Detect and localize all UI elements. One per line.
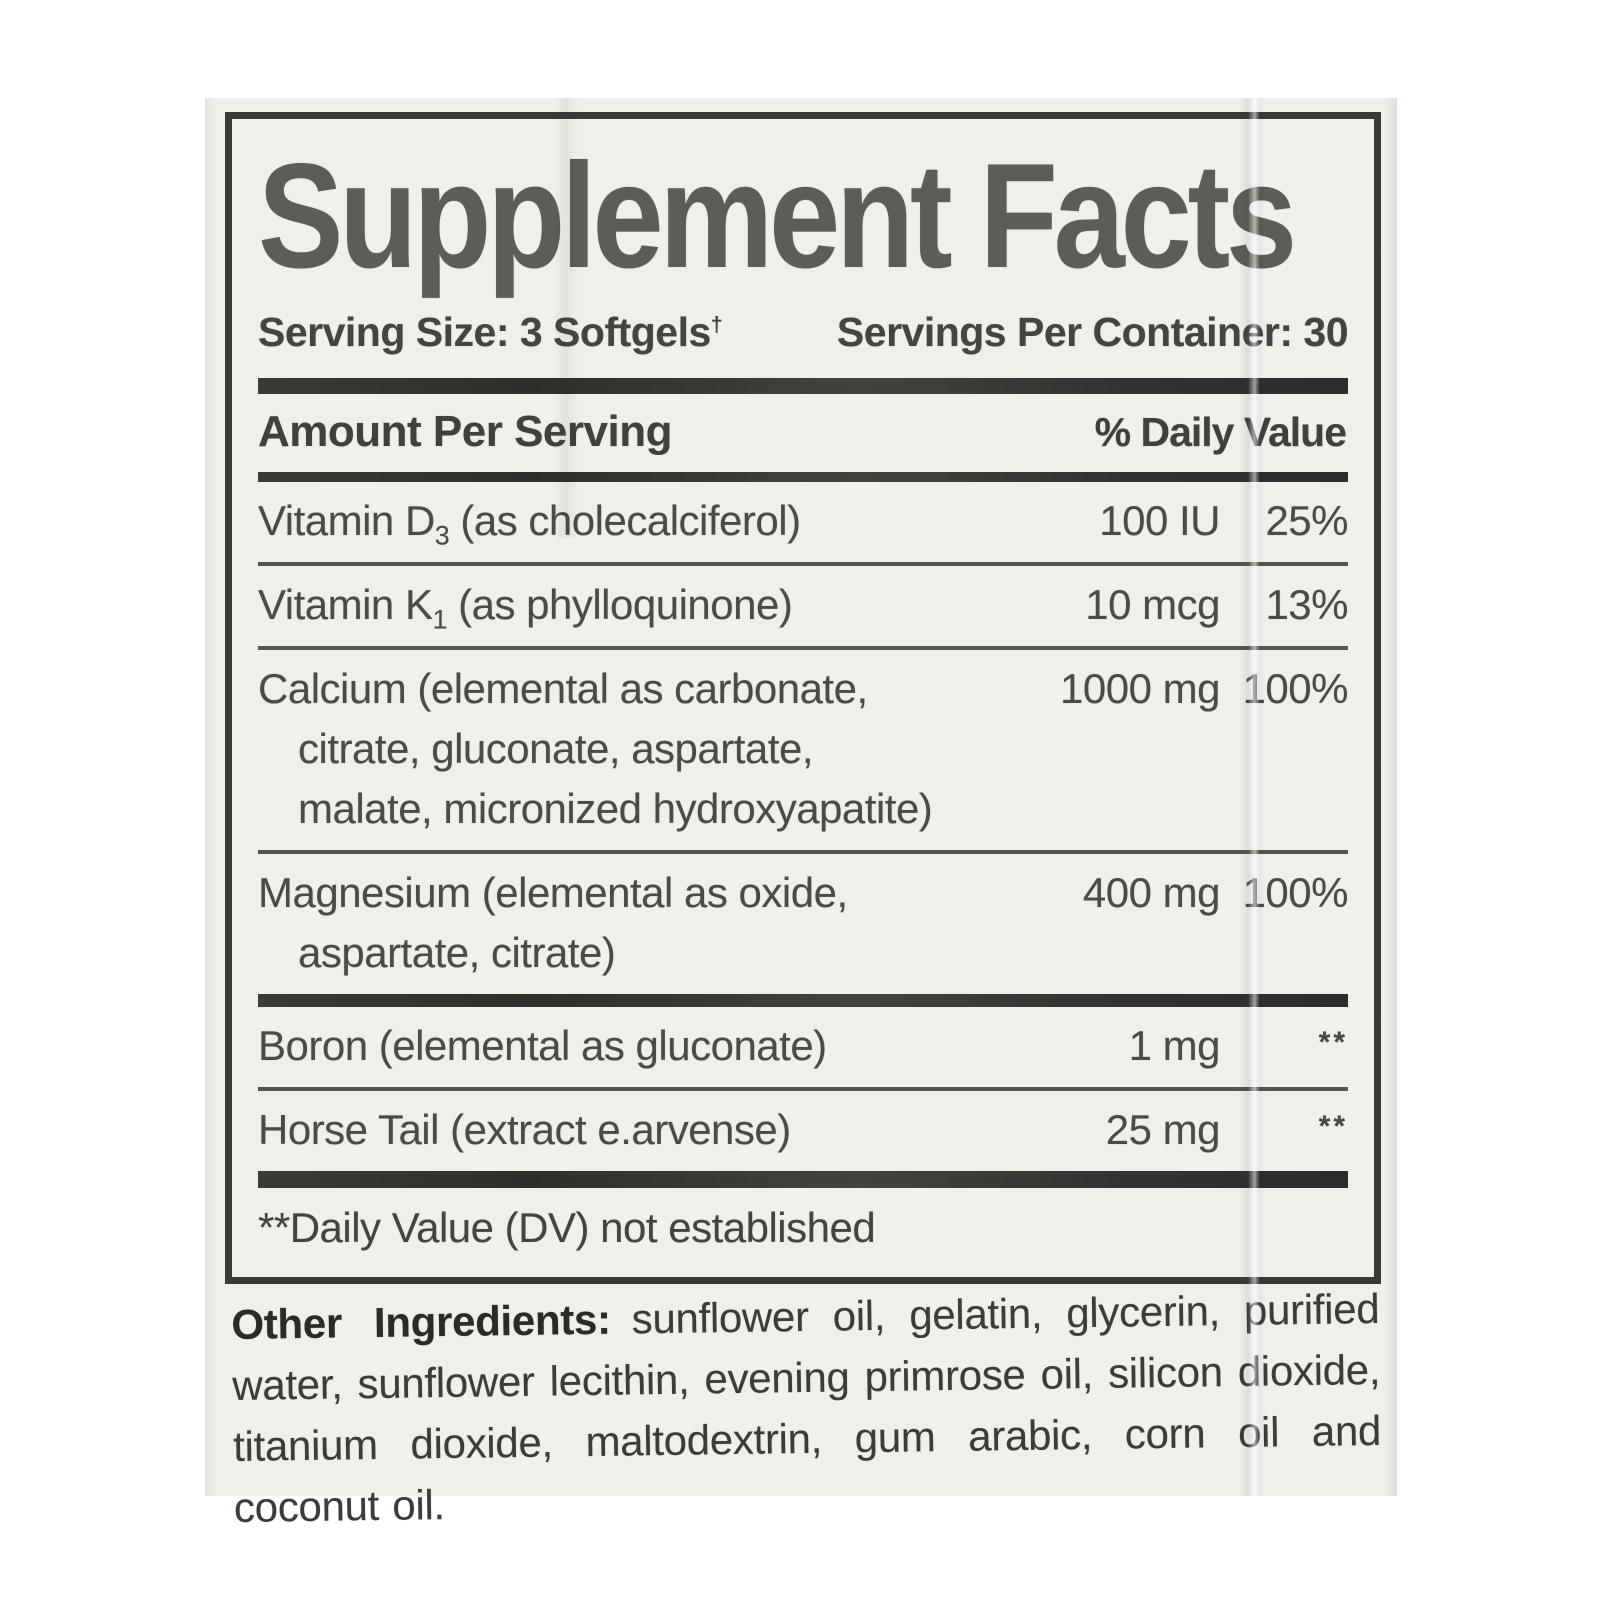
nutrient-amount: 400 mg: [1082, 869, 1221, 916]
nutrient-row-horse-tail: Horse Tail (extract e.arvense) 25 mg **: [258, 1091, 1348, 1171]
nutrient-dv-not-established: **: [1318, 1026, 1348, 1059]
row-separator: [258, 562, 1348, 566]
nutrient-dv: 13%: [1265, 581, 1348, 628]
label-right-edge-shadow: [1383, 98, 1397, 1496]
facts-title: Supplement Facts: [258, 132, 1297, 299]
supplement-label: Supplement Facts Serving Size: 3 Softgel…: [205, 98, 1397, 1531]
nutrient-row-vitamin-d3: Vitamin D3 (as cholecalciferol) 100 IU 2…: [258, 482, 1349, 562]
nutrient-amount: 1000 mg: [1060, 665, 1220, 712]
nutrient-row-vitamin-k1: Vitamin K1 (as phylloquinone) 10 mcg 13%: [258, 566, 1349, 646]
label-left-edge-shadow: [205, 98, 217, 1496]
thick-divider-top: [258, 378, 1348, 394]
nutrient-row-boron: Boron (elemental as gluconate) 1 mg **: [258, 1007, 1348, 1087]
nutrient-dv: 100%: [1242, 665, 1349, 712]
nutrient-row-magnesium: Magnesium (elemental as oxide, aspartate…: [258, 854, 1349, 994]
daily-value-header: % Daily Value: [1094, 409, 1347, 455]
nutrient-row-calcium: Calcium (elemental as carbonate, citrate…: [258, 650, 1349, 850]
supplement-facts-box: Supplement Facts Serving Size: 3 Softgel…: [225, 112, 1381, 1284]
nutrient-amount: 100 IU: [1099, 497, 1220, 544]
row-separator: [258, 1087, 1348, 1091]
other-ingredients-label: Other Ingredients:: [231, 1295, 612, 1348]
daily-value-footnote: **Daily Value (DV) not established: [258, 1204, 876, 1251]
nutrient-dv-not-established: **: [1318, 1110, 1348, 1143]
nutrient-amount: 1 mg: [1128, 1022, 1221, 1069]
row-separator: [258, 646, 1348, 650]
thick-divider-mid: [258, 994, 1348, 1007]
nutrient-name: Boron (elemental as gluconate): [258, 1022, 827, 1069]
nutrient-amount: 25 mg: [1105, 1106, 1221, 1153]
dagger-mark: †: [710, 312, 723, 337]
nutrient-dv: 100%: [1242, 869, 1349, 916]
nutrient-name: Vitamin K1 (as phylloquinone): [258, 581, 793, 635]
serving-size: Serving Size: 3 Softgels†: [258, 309, 723, 355]
nutrient-name: Magnesium (elemental as oxide, aspartate…: [258, 869, 848, 976]
nutrient-dv: 25%: [1265, 497, 1348, 544]
row-separator: [258, 850, 1348, 854]
nutrient-amount: 10 mcg: [1085, 581, 1220, 628]
amount-per-serving-header: Amount Per Serving: [258, 407, 672, 456]
nutrient-name: Calcium (elemental as carbonate, citrate…: [258, 665, 933, 832]
column-header-row: Amount Per Serving % Daily Value: [258, 394, 1348, 472]
serving-info-row: Serving Size: 3 Softgels† Servings Per C…: [258, 309, 1349, 356]
nutrient-name: Horse Tail (extract e.arvense): [258, 1106, 791, 1153]
servings-per-container: Servings Per Container: 30: [836, 309, 1349, 355]
divider-under-header: [258, 472, 1348, 482]
other-ingredients: Other Ingredients: sunflower oil, gelatin…: [231, 1278, 1382, 1538]
thick-divider-bottom: [258, 1171, 1348, 1188]
nutrient-name: Vitamin D3 (as cholecalciferol): [258, 497, 801, 551]
